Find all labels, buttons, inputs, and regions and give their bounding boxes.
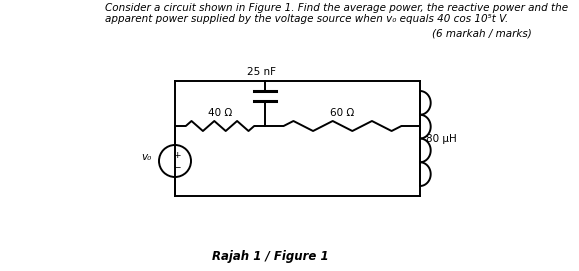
Text: apparent power supplied by the voltage source when v₀ equals 40 cos 10⁵t V.: apparent power supplied by the voltage s… (105, 14, 508, 24)
Text: 60 Ω: 60 Ω (331, 108, 354, 118)
Text: Consider a circuit shown in Figure 1. Find the average power, the reactive power: Consider a circuit shown in Figure 1. Fi… (105, 3, 568, 13)
Text: Rajah 1 / Figure 1: Rajah 1 / Figure 1 (212, 250, 328, 263)
Text: 25 nF: 25 nF (247, 67, 276, 77)
Text: 40 Ω: 40 Ω (208, 108, 232, 118)
Text: −: − (173, 163, 181, 172)
Text: v₀: v₀ (141, 152, 151, 162)
Text: 80 μH: 80 μH (426, 134, 457, 144)
Text: +: + (173, 150, 181, 160)
Text: (6 markah / marks): (6 markah / marks) (432, 29, 532, 39)
